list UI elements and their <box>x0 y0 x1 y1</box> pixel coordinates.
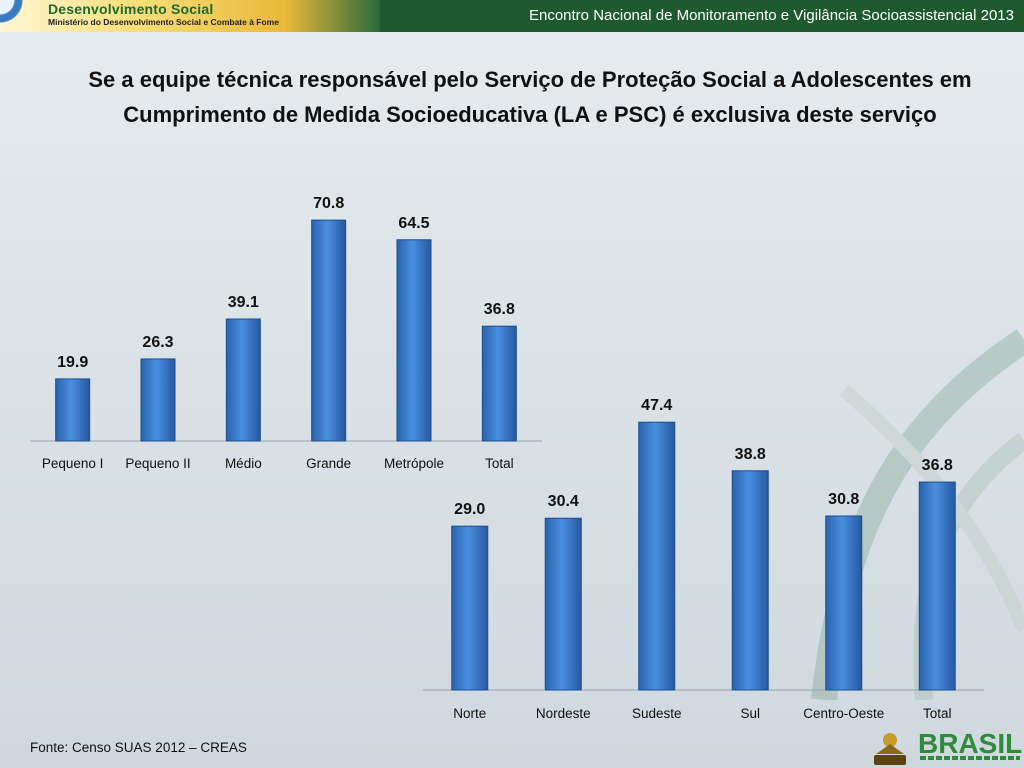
category-label: Sul <box>740 706 760 721</box>
category-label: Grande <box>306 456 351 471</box>
category-label: Metrópole <box>384 456 444 471</box>
bar <box>731 470 769 691</box>
bar <box>638 421 676 691</box>
data-label: 30.4 <box>548 493 579 510</box>
data-label: 19.9 <box>57 354 88 371</box>
category-label: Nordeste <box>536 706 591 721</box>
data-label: 38.8 <box>735 446 766 463</box>
data-label: 29.0 <box>454 501 485 518</box>
category-label: Centro-Oeste <box>803 706 884 721</box>
category-label: Total <box>485 456 514 471</box>
event-title: Encontro Nacional de Monitoramento e Vig… <box>528 7 1014 24</box>
brand-subtitle: Ministério do Desenvolvimento Social e C… <box>48 17 279 27</box>
data-label: 64.5 <box>398 215 429 232</box>
header-bar: Desenvolvimento Social Ministério do Des… <box>0 0 1024 32</box>
bar <box>225 318 261 442</box>
category-label: Pequeno II <box>125 456 190 471</box>
category-label: Sudeste <box>632 706 682 721</box>
category-label: Médio <box>225 456 262 471</box>
slide-title: Se a equipe técnica responsável pelo Ser… <box>88 67 972 127</box>
ministry-banner: Desenvolvimento Social Ministério do Des… <box>0 0 380 32</box>
data-label: 39.1 <box>228 294 259 311</box>
category-label: Total <box>923 706 952 721</box>
source-note: Fonte: Censo SUAS 2012 – CREAS <box>30 740 247 755</box>
data-label: 36.8 <box>922 457 953 474</box>
category-label: Pequeno I <box>42 456 104 471</box>
bar <box>451 525 489 691</box>
bar <box>311 219 347 442</box>
bar <box>140 358 176 442</box>
data-label: 26.3 <box>142 334 173 351</box>
bar <box>396 239 432 442</box>
data-label: 30.8 <box>828 491 859 508</box>
bar <box>55 378 91 442</box>
ministry-logo-icon <box>0 0 40 32</box>
bar <box>544 517 582 691</box>
data-label: 70.8 <box>313 195 344 212</box>
bar <box>825 515 863 691</box>
bar <box>481 325 517 442</box>
bar-chart-1: 19.9 Pequeno I 26.3 Pequeno II 39.1 Médio 70.8… <box>30 195 542 471</box>
category-label: Norte <box>453 706 486 721</box>
data-label: 47.4 <box>641 397 672 414</box>
suas-logo-icon <box>874 733 906 765</box>
brand-title: Desenvolvimento Social <box>48 1 214 17</box>
data-label: 36.8 <box>484 301 515 318</box>
bar-chart-2: 29.0 Norte 30.4 Nordeste 47.4 Sudeste 38.8 Sul 3… <box>423 397 984 721</box>
brasil-logo: BRASIL <box>918 728 1023 760</box>
bar <box>918 481 956 691</box>
